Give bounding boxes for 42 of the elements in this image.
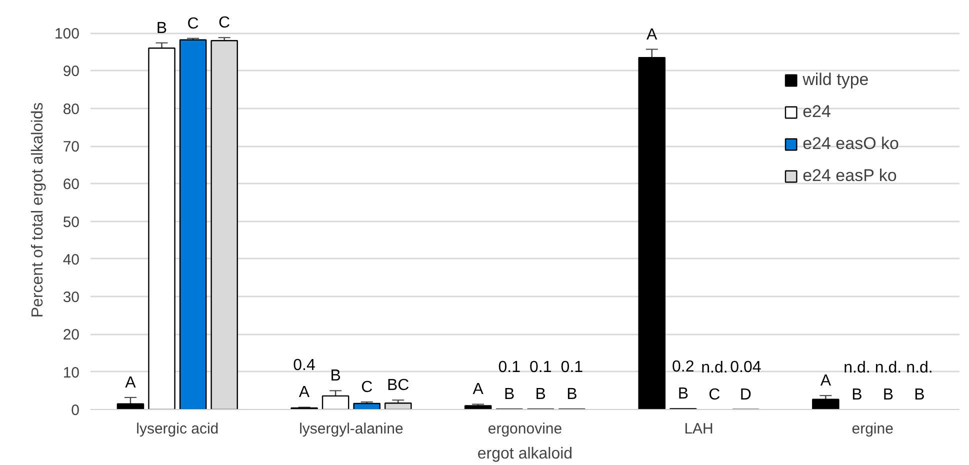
- text: n.d. B: [874, 359, 902, 404]
- data-label: 0.2 B: [672, 358, 694, 403]
- y-tick-label: 80: [62, 100, 80, 118]
- data-label: A: [820, 372, 832, 390]
- data-label: C: [218, 14, 230, 32]
- y-tick-label: 40: [62, 251, 80, 268]
- data-label: B: [156, 20, 168, 37]
- y-tick-label: 20: [62, 326, 80, 344]
- y-tick-label: 100: [54, 26, 80, 43]
- data-label: C: [187, 15, 199, 32]
- data-label: A: [472, 381, 484, 398]
- data-label: 0.1 B: [498, 358, 521, 404]
- y-tick-label: 50: [62, 214, 80, 231]
- x-tick-label: ergine: [852, 420, 894, 438]
- y-tick-label: 10: [62, 364, 80, 382]
- y-axis-title: Percent of total ergot alkaloids: [29, 102, 46, 318]
- data-label: B: [330, 368, 341, 385]
- x-tick-label: lysergic acid: [136, 420, 219, 438]
- legend-label: e24 easO ko: [802, 134, 899, 154]
- legend-label: e24 easP ko: [802, 166, 897, 186]
- data-label: 0.4 A: [293, 357, 316, 402]
- legend-label: wild type: [802, 70, 869, 90]
- y-tick-label: 70: [62, 138, 80, 156]
- x-axis-title: ergot alkaloid: [477, 446, 573, 462]
- legend-label: e24: [802, 102, 831, 122]
- text: n.d. C: [701, 359, 728, 404]
- data-label: A: [646, 26, 658, 44]
- data-label: BC: [387, 377, 410, 394]
- x-tick-label: LAH: [684, 420, 714, 438]
- text: n.d. B: [844, 359, 870, 404]
- y-tick-label: 60: [62, 176, 80, 194]
- data-label: C: [361, 378, 373, 396]
- x-tick-label: ergonovine: [488, 420, 562, 438]
- y-tick-label: 90: [62, 63, 80, 80]
- y-tick-label: 0: [71, 402, 80, 419]
- data-label: A: [125, 374, 136, 392]
- data-label: 0.1 B: [560, 358, 584, 404]
- y-tick-label: 30: [62, 289, 80, 306]
- x-tick-label: lysergyl-alanine: [299, 420, 404, 438]
- data-label: 0.04 D: [730, 359, 762, 404]
- data-label: 0.1 B: [530, 358, 552, 404]
- text: n.d. B: [906, 359, 933, 404]
